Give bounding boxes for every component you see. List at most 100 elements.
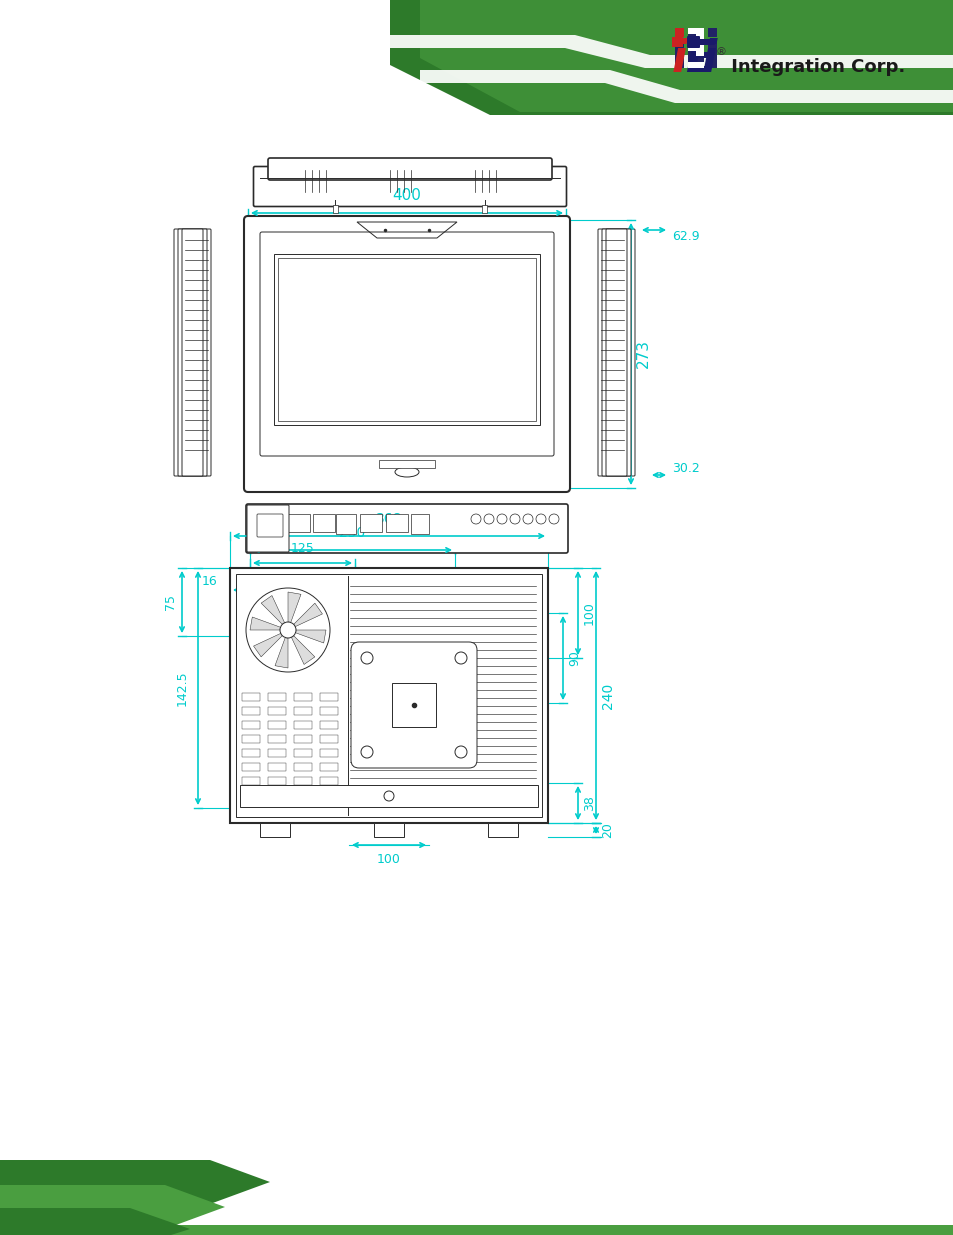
FancyBboxPatch shape (598, 228, 635, 475)
Bar (333, 205, 337, 212)
Text: 16: 16 (202, 576, 217, 588)
Text: 62.9: 62.9 (671, 230, 699, 243)
FancyBboxPatch shape (351, 642, 476, 768)
Bar (675, 40, 683, 68)
Circle shape (384, 790, 394, 802)
Bar (675, 28, 683, 37)
Text: 273: 273 (636, 340, 650, 368)
Polygon shape (291, 636, 314, 664)
Circle shape (548, 514, 558, 524)
Bar (335, 514, 355, 534)
Circle shape (246, 588, 330, 672)
Bar (294, 763, 312, 771)
Polygon shape (253, 634, 282, 657)
Bar (687, 28, 703, 35)
Bar (411, 514, 429, 534)
Text: 38: 38 (582, 795, 596, 811)
Bar (386, 514, 408, 532)
Bar (696, 35, 703, 40)
Bar (268, 735, 286, 743)
Text: 100: 100 (376, 853, 400, 866)
Bar (374, 823, 403, 837)
FancyBboxPatch shape (256, 514, 283, 537)
Circle shape (522, 514, 533, 524)
Bar (319, 763, 337, 771)
Text: 240: 240 (600, 683, 615, 709)
Bar (294, 748, 312, 757)
Bar (687, 62, 703, 68)
Bar (488, 823, 517, 837)
Polygon shape (250, 618, 280, 630)
FancyBboxPatch shape (686, 36, 700, 48)
Bar (294, 721, 312, 729)
Text: 250: 250 (339, 526, 365, 540)
Circle shape (536, 514, 545, 524)
Bar (707, 40, 717, 68)
Bar (235, 574, 541, 818)
Ellipse shape (395, 467, 418, 477)
FancyBboxPatch shape (173, 228, 211, 475)
Bar (230, 568, 547, 823)
Polygon shape (419, 0, 953, 112)
Circle shape (360, 652, 373, 664)
Bar (319, 777, 337, 785)
Circle shape (455, 746, 467, 758)
Bar (687, 28, 703, 68)
Bar (268, 748, 286, 757)
Text: 75: 75 (164, 594, 177, 610)
Polygon shape (288, 592, 301, 622)
Polygon shape (385, 35, 953, 68)
Bar (268, 721, 286, 729)
FancyBboxPatch shape (268, 158, 552, 180)
Bar (378, 459, 435, 468)
Bar (242, 721, 260, 729)
Text: E: E (684, 38, 715, 82)
Bar (294, 777, 312, 785)
Bar (268, 693, 286, 701)
FancyBboxPatch shape (605, 228, 626, 475)
Bar (0, 1225, 953, 1235)
Polygon shape (261, 595, 284, 625)
Bar (313, 514, 335, 532)
Bar (277, 258, 536, 421)
Bar (260, 823, 290, 837)
Bar (242, 706, 260, 715)
FancyBboxPatch shape (178, 228, 207, 475)
Text: 90: 90 (567, 650, 580, 666)
Bar (268, 706, 286, 715)
Bar (268, 777, 286, 785)
Circle shape (510, 514, 519, 524)
Text: Integration Corp.: Integration Corp. (724, 58, 904, 77)
Bar (392, 683, 436, 727)
Circle shape (455, 652, 467, 664)
Text: ®: ® (716, 47, 726, 57)
Bar (319, 721, 337, 729)
Bar (707, 28, 717, 37)
FancyBboxPatch shape (246, 504, 567, 553)
Bar (319, 748, 337, 757)
FancyBboxPatch shape (253, 167, 566, 206)
Polygon shape (295, 630, 326, 643)
Circle shape (280, 622, 295, 638)
Bar (294, 790, 312, 799)
Text: i: i (701, 38, 717, 82)
Circle shape (483, 514, 494, 524)
Text: 142.5: 142.5 (175, 671, 189, 706)
Text: 20: 20 (600, 823, 614, 837)
Text: 368: 368 (375, 513, 402, 526)
Bar (294, 735, 312, 743)
Circle shape (497, 514, 506, 524)
Bar (294, 706, 312, 715)
FancyBboxPatch shape (601, 228, 630, 475)
Text: 400: 400 (392, 188, 421, 203)
Bar (671, 37, 682, 47)
Polygon shape (0, 1208, 190, 1235)
Polygon shape (419, 70, 953, 103)
Bar (242, 790, 260, 799)
Bar (359, 514, 381, 532)
Bar (242, 763, 260, 771)
Circle shape (360, 746, 373, 758)
Bar (255, 513, 284, 538)
Text: 125: 125 (291, 542, 314, 555)
Bar (242, 777, 260, 785)
